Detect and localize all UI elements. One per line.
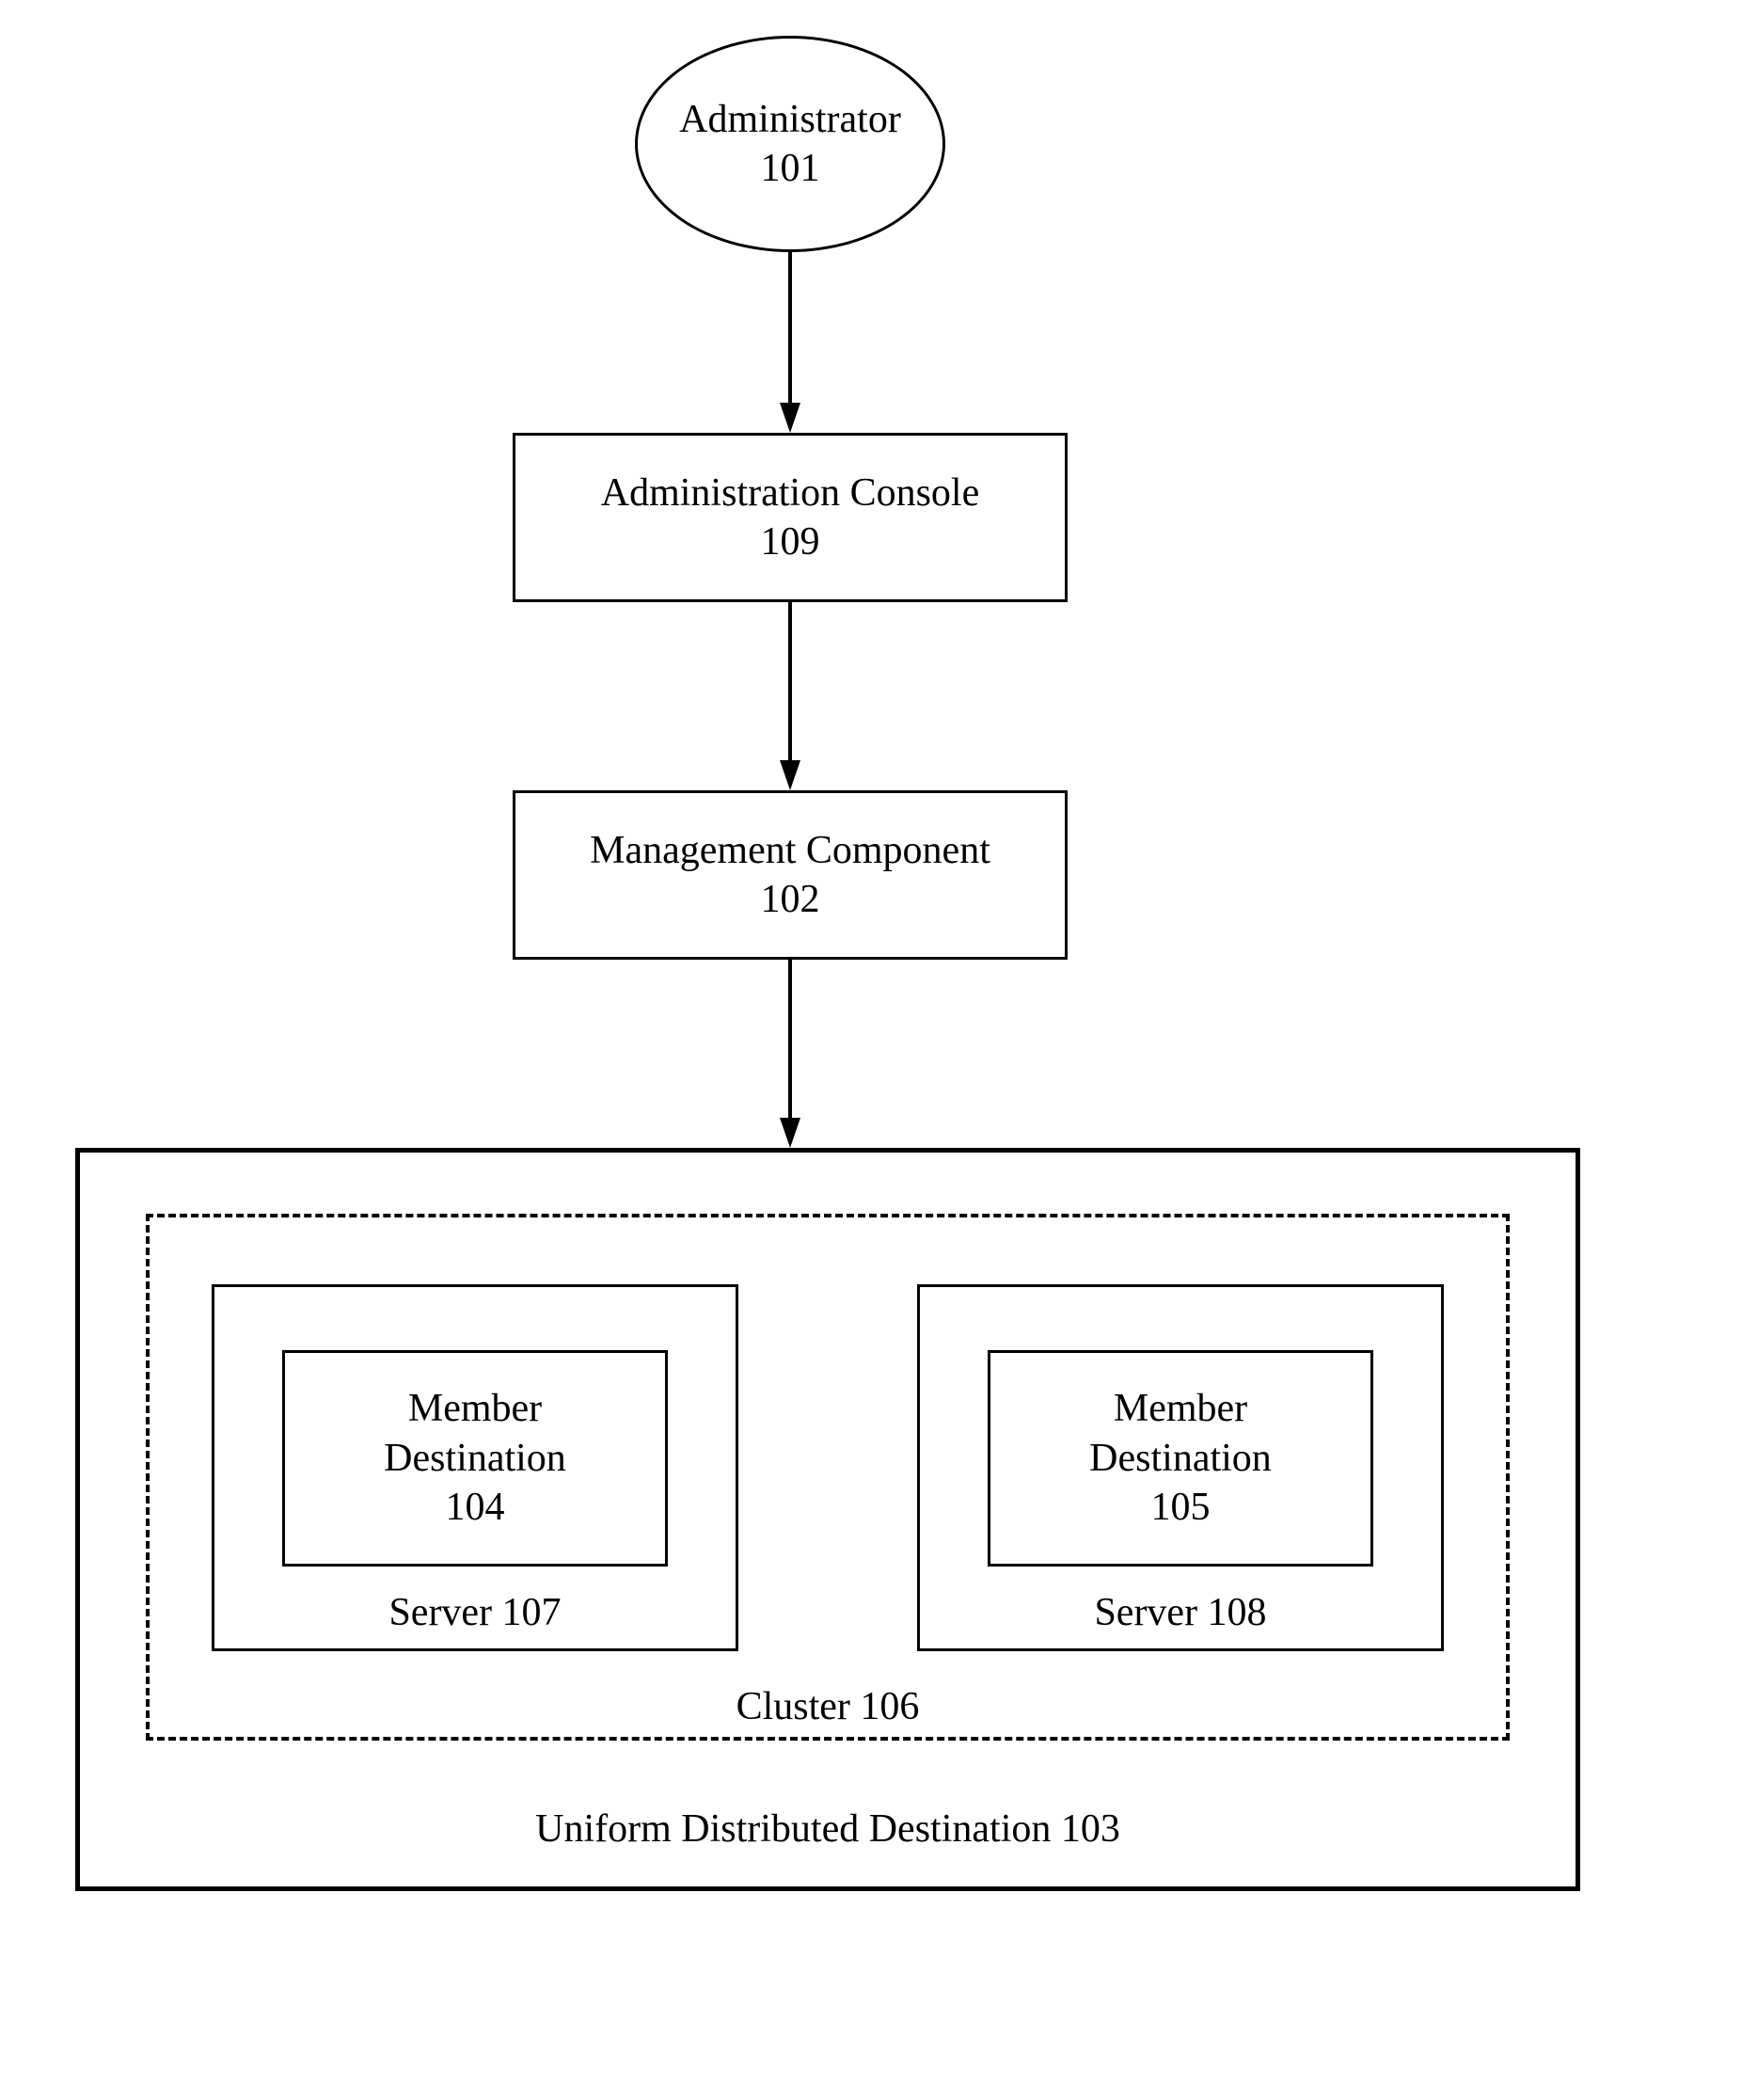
server-107-label: Server 107: [388, 1591, 561, 1634]
udd-label: Uniform Distributed Destination 103: [535, 1807, 1120, 1851]
server-107-caption: Server 107: [212, 1590, 738, 1635]
mgmt-component-id: 102: [590, 875, 990, 925]
member-105-node: Member Destination 105: [988, 1350, 1373, 1567]
administrator-label: Administrator: [679, 95, 901, 145]
administrator-node: Administrator 101: [635, 36, 945, 252]
cluster-caption: Cluster 106: [146, 1684, 1510, 1729]
member-105-label-1: Member: [1089, 1384, 1272, 1434]
mgmt-component-label: Management Component: [590, 826, 990, 876]
arrow-mgmt-to-udd: [790, 960, 791, 1148]
member-104-node: Member Destination 104: [282, 1350, 668, 1567]
administrator-id: 101: [679, 144, 901, 194]
server-108-label: Server 108: [1094, 1591, 1266, 1634]
member-104-label-1: Member: [384, 1384, 566, 1434]
mgmt-component-node: Management Component 102: [513, 790, 1068, 960]
admin-console-label: Administration Console: [601, 469, 980, 518]
admin-console-node: Administration Console 109: [513, 433, 1068, 602]
arrow-console-to-mgmt: [790, 602, 791, 790]
udd-caption: Uniform Distributed Destination 103: [75, 1806, 1580, 1852]
cluster-label: Cluster 106: [736, 1685, 920, 1728]
flowchart-diagram: Administrator 101 Administration Console…: [0, 0, 1742, 2100]
arrow-admin-to-console: [790, 252, 791, 433]
server-108-caption: Server 108: [917, 1590, 1444, 1635]
admin-console-id: 109: [601, 517, 980, 567]
member-105-id: 105: [1089, 1483, 1272, 1533]
member-104-label-2: Destination: [384, 1434, 566, 1484]
member-104-id: 104: [384, 1483, 566, 1533]
member-105-label-2: Destination: [1089, 1434, 1272, 1484]
